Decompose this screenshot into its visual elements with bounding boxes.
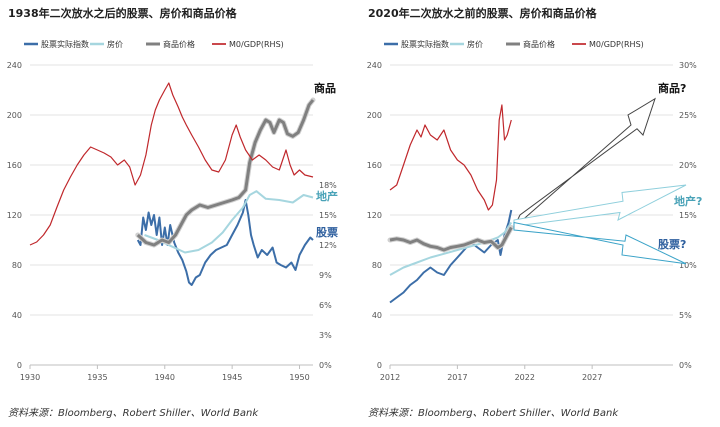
- y-tick-label: 160: [7, 161, 22, 170]
- y-tick-label: 40: [372, 311, 382, 320]
- series-line: [29, 82, 314, 246]
- stock-projection-arrow: [513, 221, 687, 265]
- y-tick-label: 240: [367, 61, 382, 70]
- y2-tick-label: 15%: [319, 211, 337, 220]
- y2-tick-label: 25%: [679, 111, 697, 120]
- series-line: [136, 99, 315, 247]
- y-tick-label: 120: [7, 211, 22, 220]
- x-tick-label: 2017: [447, 373, 467, 382]
- legend-label: 股票实际指数: [41, 39, 89, 49]
- x-tick-label: 1935: [87, 373, 107, 382]
- series-line: [389, 104, 512, 211]
- chart-2020-svg: 0 40 80 120 160 200 240 0% 5% 10% 15% 20% 25% 30% 2012…: [367, 39, 703, 382]
- legend-label: 商品价格: [163, 39, 195, 49]
- y-tick-label: 240: [7, 61, 22, 70]
- annotation-label: 股票: [316, 226, 338, 239]
- y-tick-label: 40: [12, 311, 22, 320]
- legend-label: 商品价格: [523, 39, 555, 49]
- real-estate-projection-arrow: [513, 184, 687, 227]
- y-tick-label: 0: [17, 361, 22, 370]
- x-tick-label: 2012: [380, 373, 400, 382]
- y-tick-label: 200: [367, 111, 382, 120]
- chart-title: 2020年二次放水之前的股票、房价和商品价格: [368, 7, 597, 20]
- chart-title: 1938年二次放水之后的股票、房价和商品价格: [8, 7, 237, 20]
- chart-1938-svg: 0 40 80 120 160 200 240 0% 3% 6% 9% 12% 15% 18% 1930 19…: [7, 39, 338, 382]
- chart-source: 资料来源：Bloomberg、Robert Shiller、World Bank: [8, 408, 259, 419]
- series-line: [136, 199, 314, 286]
- y2-tick-label: 5%: [679, 311, 692, 320]
- chart-panel-1938: 1938年二次放水之后的股票、房价和商品价格 0 40 80 120 160 200 240…: [7, 7, 338, 419]
- y-tick-label: 80: [372, 261, 382, 270]
- y2-tick-label: 0%: [679, 361, 692, 370]
- y-tick-label: 0: [377, 361, 382, 370]
- annotation-label: 商品: [314, 81, 336, 95]
- y2-tick-label: 18%: [319, 181, 337, 190]
- series-line: [144, 190, 314, 254]
- y-tick-label: 80: [12, 261, 22, 270]
- y2-tick-label: 10%: [679, 261, 697, 270]
- y2-tick-label: 12%: [319, 241, 337, 250]
- chart-source: 资料来源：Bloomberg、Robert Shiller、World Bank: [368, 408, 619, 419]
- annotation-label: 股票?: [658, 238, 686, 251]
- y-tick-label: 200: [7, 111, 22, 120]
- series-line: [389, 221, 513, 276]
- annotation-label: 商品?: [658, 81, 686, 95]
- annotation-label: 地产?: [674, 194, 702, 208]
- x-tick-label: 1940: [155, 373, 175, 382]
- y2-tick-label: 20%: [679, 161, 697, 170]
- x-tick-label: 2027: [582, 373, 602, 382]
- y2-tick-label: 3%: [319, 331, 332, 340]
- x-tick-label: 2022: [515, 373, 535, 382]
- legend-label: 股票实际指数: [401, 39, 449, 49]
- chart-panel-2020: 2020年二次放水之前的股票、房价和商品价格 0 40 80 120 160 200 240…: [360, 0, 720, 427]
- y2-tick-label: 0%: [319, 361, 332, 370]
- x-tick-label: 1945: [222, 373, 242, 382]
- series-line: [389, 226, 513, 252]
- y2-tick-label: 9%: [319, 271, 332, 280]
- y-tick-label: 160: [367, 161, 382, 170]
- legend-label: M0/GDP(RHS): [589, 40, 644, 49]
- y2-tick-label: 15%: [679, 211, 697, 220]
- x-tick-label: 1930: [20, 373, 40, 382]
- series-shadow: [135, 97, 316, 248]
- legend-label: 房价: [467, 39, 483, 49]
- legend-label: 房价: [107, 39, 123, 49]
- series-line: [389, 209, 513, 304]
- x-tick-label: 1950: [289, 373, 309, 382]
- y2-tick-label: 30%: [679, 61, 697, 70]
- y-tick-label: 120: [367, 211, 382, 220]
- annotation-label: 地产: [316, 189, 338, 203]
- legend-label: M0/GDP(RHS): [229, 40, 284, 49]
- y2-tick-label: 6%: [319, 301, 332, 310]
- commodity-projection-arrow: [513, 97, 656, 228]
